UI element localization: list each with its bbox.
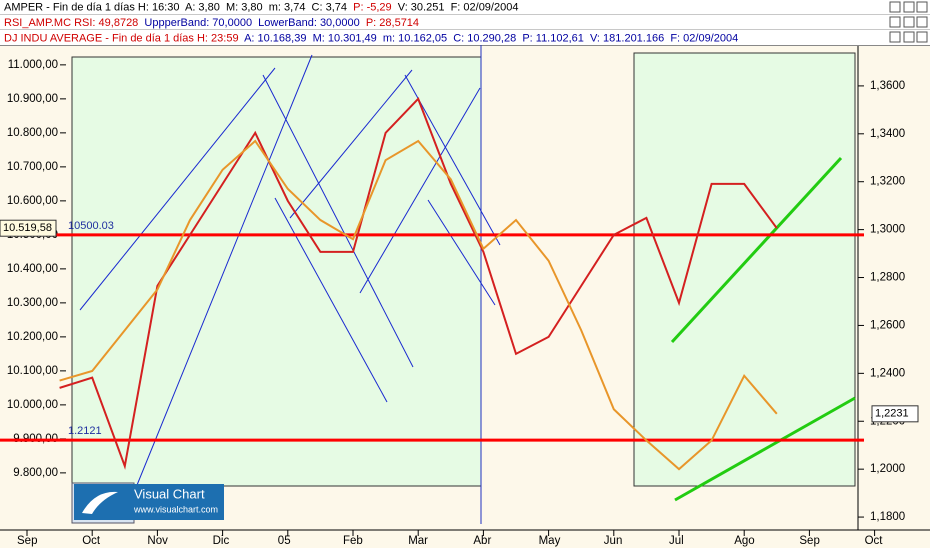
y-tick-label: 10.600,00 [7, 195, 58, 207]
maximize-button[interactable] [903, 1, 915, 13]
last-value-box [0, 219, 57, 237]
x-tick-label: Jun [604, 535, 623, 547]
x-tick-label: Oct [82, 535, 101, 547]
y-tick-label: 9.800,00 [13, 467, 58, 479]
info-segment: AMPER - Fin de día 1 días H: 16:30 A: 3,… [4, 1, 353, 13]
info-lines: AMPER - Fin de día 1 días H: 16:30 A: 3,… [4, 1, 738, 44]
x-tick-label: May [539, 535, 561, 547]
y-tick-label: 10.300,00 [7, 297, 58, 309]
close-button[interactable] [916, 31, 928, 43]
info-segment: UppperBand: 70,0000 LowerBand: 30,0000 [138, 17, 359, 29]
channel-lines [79, 54, 501, 491]
trend-lines [670, 156, 856, 502]
x-tick-label: Dic [213, 535, 230, 547]
y2-tick-label: 1,2800 [870, 272, 905, 284]
y-tick-label: 10.400,00 [7, 263, 58, 275]
x-tick-label: Abr [473, 535, 491, 547]
y-tick-label: 10.000,00 [7, 399, 58, 411]
close-button[interactable] [916, 16, 928, 28]
info-line: RSI_AMP.MC RSI: 49,8728 UppperBand: 70,0… [4, 17, 419, 29]
info-line: DJ INDU AVERAGE - Fin de día 1 días H: 2… [4, 32, 738, 44]
x-tick-label: 05 [278, 535, 291, 547]
restore-button[interactable] [889, 31, 901, 43]
horizontal-line-label: 1.2121 [68, 425, 102, 437]
y2-tick-label: 1,3200 [870, 176, 905, 188]
zone-box [71, 56, 482, 487]
y-tick-label: 11.000,00 [8, 59, 58, 71]
horizontal-line-label: 10500.03 [68, 220, 114, 232]
series-line [59, 97, 778, 470]
restore-button[interactable] [889, 1, 901, 13]
window-buttons [889, 1, 928, 43]
info-segment: A: 10.168,39 M: 10.301,49 m: 10.162,05 C… [239, 32, 739, 44]
y2-tick-label: 1,2400 [870, 367, 905, 379]
plot: 9.800,009.900,0010.000,0010.100,0010.200… [0, 46, 930, 547]
info-line: AMPER - Fin de día 1 días H: 16:30 A: 3,… [4, 1, 518, 13]
last-value-label: 10.519,58 [3, 222, 52, 234]
maximize-button[interactable] [903, 16, 915, 28]
x-tick-label: Sep [799, 535, 819, 547]
zone-box [633, 52, 856, 487]
y2-tick-label: 1,3600 [870, 80, 905, 92]
x-tick-label: Feb [343, 535, 363, 547]
logo-url: www.visualchart.com [133, 504, 218, 514]
logo-icon [82, 491, 118, 514]
y-tick-label: 10.700,00 [7, 161, 58, 173]
y-tick-label: 10.200,00 [7, 331, 58, 343]
y2-tick-label: 1,2000 [870, 463, 905, 475]
info-segment: P: 28,5714 [360, 17, 419, 29]
x-tick-label: Jul [669, 535, 684, 547]
maximize-button[interactable] [903, 31, 915, 43]
x-tick-label: Oct [865, 535, 884, 547]
info-segment: DJ INDU AVERAGE - Fin de día 1 días H: 2… [4, 32, 239, 44]
last-value-label: 1,2231 [875, 408, 909, 420]
info-segment: P: -5,29 [353, 1, 392, 13]
x-tick-label: Nov [147, 535, 168, 547]
close-button[interactable] [916, 1, 928, 13]
x-tick-label: Mar [408, 535, 428, 547]
info-segment: V: 30.251 F: 02/09/2004 [392, 1, 519, 13]
y-tick-label: 10.900,00 [7, 93, 58, 105]
x-tick-label: Sep [17, 535, 37, 547]
y-tick-label: 10.100,00 [7, 365, 58, 377]
y2-tick-label: 1,2600 [870, 319, 905, 331]
x-tick-label: Ago [734, 535, 754, 547]
logo-title: Visual Chart [134, 486, 205, 501]
series-line [59, 139, 778, 471]
logo: Visual Chart www.visualchart.com [71, 482, 224, 524]
info-segment: RSI_AMP.MC RSI: 49,8728 [4, 17, 138, 29]
last-value-box [871, 405, 919, 423]
y2-tick-label: 1,3000 [870, 224, 905, 236]
y-tick-label: 10.800,00 [7, 127, 58, 139]
restore-button[interactable] [889, 16, 901, 28]
y2-tick-label: 1,3400 [870, 128, 905, 140]
header-bg [0, 0, 930, 45]
y2-tick-label: 1,1800 [870, 511, 905, 523]
